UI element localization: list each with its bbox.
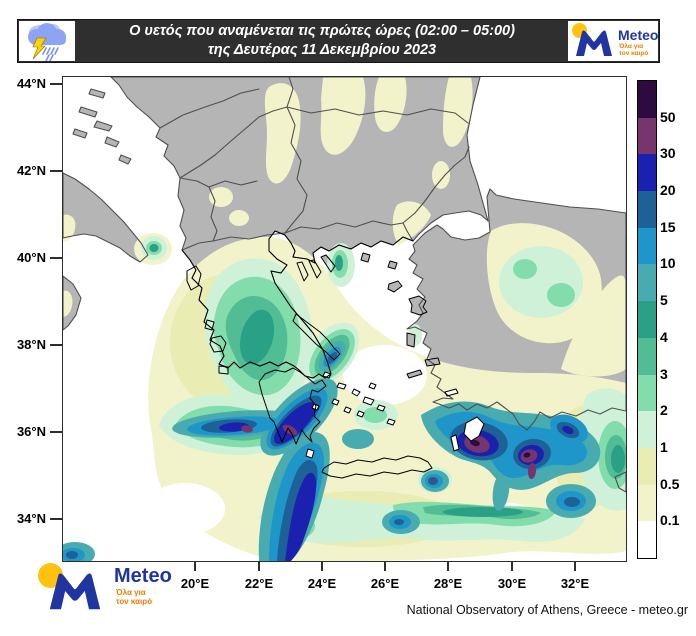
colorbar-segment	[638, 154, 656, 192]
meteo-logo-name: Meteo	[114, 565, 172, 587]
lat-label-36: 36°N	[16, 424, 46, 439]
colorbar-segment	[638, 117, 656, 155]
header-title-line2: της Δευτέρας 11 Δεκεμβρίου 2023	[207, 42, 437, 58]
colorbar-label: 0.1	[660, 512, 680, 529]
meteo-m-icon	[49, 573, 101, 610]
colorbar-label: 1	[660, 438, 668, 455]
rain-level-0p1	[63, 77, 626, 562]
lon-label-20: 20°E	[180, 576, 210, 591]
meteo-logo-bottom: Meteo Όλα για τον καιρό	[36, 562, 186, 618]
colorbar-segment	[638, 411, 656, 448]
colorbar-segment	[638, 447, 656, 485]
colorbar-label: 10	[660, 255, 676, 272]
coastlines-and-borders	[62, 76, 627, 493]
colorbar-segment	[638, 81, 656, 118]
colorbar-segment	[638, 264, 656, 302]
colorbar-segment	[638, 521, 656, 558]
colorbar-segment	[638, 227, 656, 265]
meteo-logo-header: Meteo Όλα για τον καιρό	[568, 21, 658, 61]
storm-cloud-icon	[28, 23, 66, 62]
colorbar-segment	[638, 191, 656, 228]
colorbar-label: 50	[660, 108, 676, 125]
colorbar-label: 3	[660, 365, 668, 382]
colorbar-segment	[638, 337, 656, 375]
colorbar-segment	[638, 374, 656, 412]
colorbar-label: 4	[660, 328, 668, 345]
colorbar-label: 2	[660, 402, 668, 419]
attribution-text: National Observatory of Athens, Greece -…	[406, 603, 688, 617]
colorbar-segments	[638, 81, 656, 558]
lon-label-26: 26°E	[370, 576, 400, 591]
meteo-logo-tagline: Όλα για τον καιρό	[116, 588, 153, 607]
forecast-map	[55, 76, 632, 566]
map-canvas	[55, 76, 632, 566]
colorbar-labels: 50 30 20 15 10 5 4 3 2 1 0.5 0.1	[660, 80, 694, 557]
header-title-line1: Ο υετός που αναμένεται τις πρώτες ώρες (…	[129, 23, 515, 39]
meteo-logo-name: Meteo	[618, 27, 659, 43]
lat-label-34: 34°N	[16, 511, 46, 526]
colorbar-label: 20	[660, 182, 676, 199]
header-title: Ο υετός που αναμένεται τις πρώτες ώρες (…	[80, 20, 564, 62]
storm-icon-box	[19, 21, 75, 62]
lon-label-30: 30°E	[497, 576, 527, 591]
lon-label-24: 24°E	[307, 576, 337, 591]
meteo-m-icon	[576, 30, 612, 56]
colorbar-segment	[638, 301, 656, 338]
rain-level-50	[470, 439, 531, 458]
lon-label-28: 28°E	[433, 576, 463, 591]
colorbar-label: 15	[660, 218, 676, 235]
colorbar	[637, 80, 657, 559]
meteo-logo-tagline: Όλα για τον καιρό	[619, 43, 649, 58]
colorbar-label: 5	[660, 292, 668, 309]
colorbar-segment	[638, 484, 656, 522]
lon-label-32: 32°E	[560, 576, 590, 591]
colorbar-label: 30	[660, 145, 676, 162]
lon-label-22: 22°E	[244, 576, 274, 591]
lat-label-44: 44°N	[16, 76, 46, 91]
lat-label-42: 42°N	[16, 163, 46, 178]
lat-label-38: 38°N	[16, 337, 46, 352]
header-bar: Ο υετός που αναμένεται τις πρώτες ώρες (…	[17, 19, 660, 63]
lat-label-40: 40°N	[16, 250, 46, 265]
colorbar-label: 0.5	[660, 475, 680, 492]
